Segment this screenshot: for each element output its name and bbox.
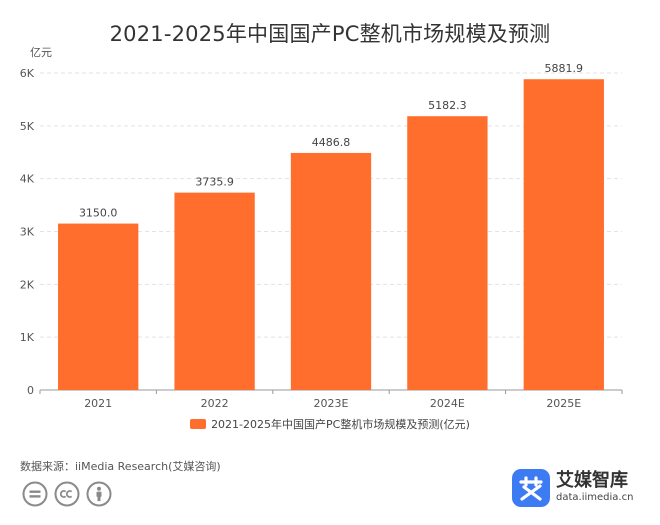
legend[interactable]: 2021-2025年中国国产PC整机市场规模及预测(亿元) (0, 416, 660, 432)
equals-icon (22, 481, 48, 507)
license-icons (22, 481, 112, 507)
bar-layer (58, 79, 604, 391)
bar-2022[interactable] (174, 192, 255, 390)
data-label-2025E: 5881.9 (545, 62, 584, 75)
cc-icon (54, 481, 80, 507)
brand-mark-icon (512, 469, 550, 507)
brand-url: data.iimedia.cn (556, 492, 634, 503)
bar-2021[interactable] (58, 223, 139, 390)
x-tick-label: 2023E (314, 397, 349, 410)
y-tick-label: 6K (20, 67, 35, 80)
brand-name: 艾媒智库 (556, 470, 628, 491)
x-tick-label: 2022 (201, 397, 229, 410)
y-tick-label: 3K (20, 226, 35, 239)
y-tick-label: 5K (20, 120, 35, 133)
data-label-2022: 3735.9 (195, 176, 234, 189)
y-tick-label: 4K (20, 173, 35, 186)
data-label-2024E: 5182.3 (428, 99, 467, 112)
y-tick-label: 0 (27, 384, 34, 397)
x-tick-label: 2024E (430, 397, 465, 410)
y-tick-label: 1K (20, 331, 35, 344)
bar-2025E[interactable] (523, 79, 604, 390)
data-label-2021: 3150.0 (79, 207, 118, 220)
bar-2024E[interactable] (407, 116, 488, 391)
source-note: 数据来源：iiMedia Research(艾媒咨询) (20, 460, 221, 473)
bar-chart: 亿元 0 1K 2K 3K 4K 5K 6K 3150.0 2021 3735.9 2022 4486… (20, 46, 623, 410)
brand-logo: 艾媒智库 data.iimedia.cn (512, 469, 633, 507)
x-tick-label: 2021 (84, 397, 112, 410)
y-axis-unit-label: 亿元 (30, 46, 52, 59)
y-tick-label: 2K (20, 278, 35, 291)
legend-swatch (190, 419, 207, 429)
x-tick-label: 2025E (546, 397, 581, 410)
bar-2023E[interactable] (290, 152, 372, 390)
data-label-2023E: 4486.8 (312, 136, 351, 149)
chart-title: 2021-2025年中国国产PC整机市场规模及预测 (109, 22, 551, 46)
person-icon (86, 481, 112, 507)
legend-label: 2021-2025年中国国产PC整机市场规模及预测(亿元) (211, 418, 470, 431)
label-layer: 0 1K 2K 3K 4K 5K 6K 3150.0 2021 3735.9 2022 4486.8 2… (20, 62, 583, 410)
